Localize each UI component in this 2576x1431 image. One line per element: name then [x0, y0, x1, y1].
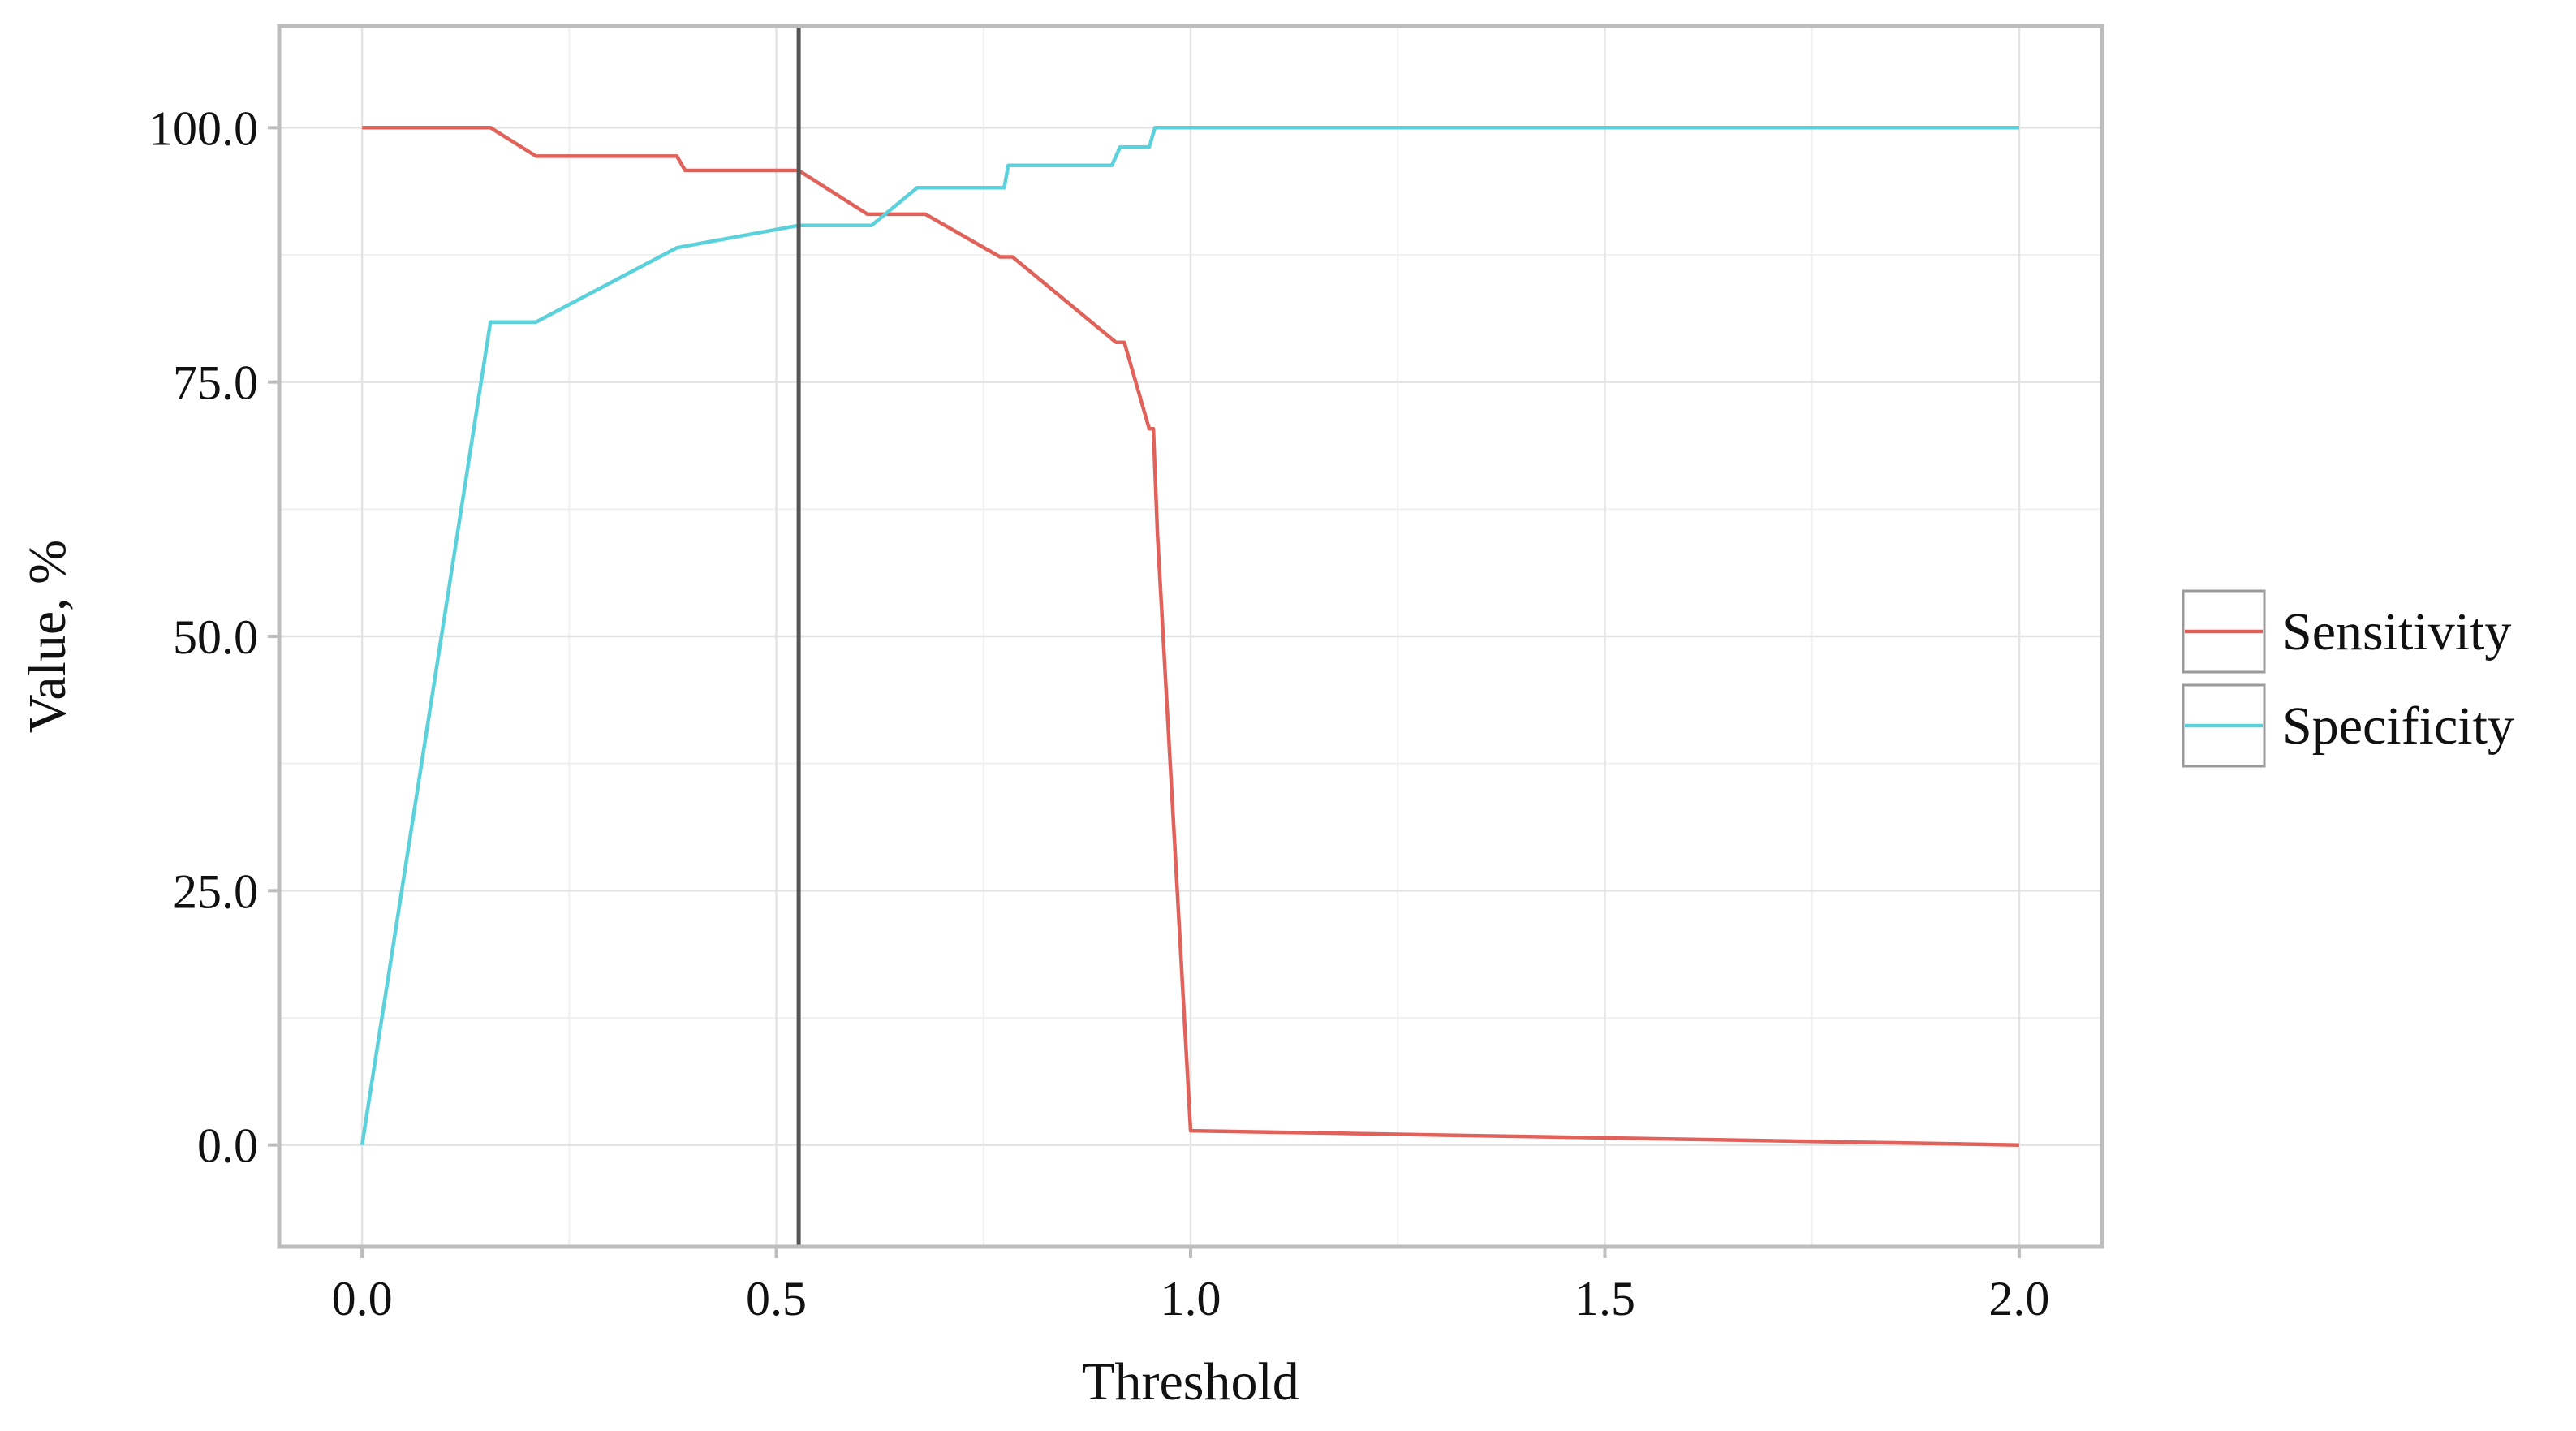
y-tick-label: 25.0 — [173, 864, 258, 918]
x-axis-title: Threshold — [1082, 1352, 1299, 1412]
legend-label-sensitivity: Sensitivity — [2282, 602, 2511, 662]
series-line-sensitivity — [362, 126, 2019, 1147]
x-tick-label: 2.0 — [1988, 1272, 2049, 1325]
x-tick-label: 0.5 — [746, 1272, 807, 1325]
series-layer — [360, 126, 2019, 1147]
y-tick-label: 50.0 — [173, 610, 258, 664]
y-tick-label: 0.0 — [197, 1119, 258, 1173]
y-tick-label: 75.0 — [173, 356, 258, 410]
y-tick-label: 100.0 — [149, 101, 258, 155]
legend-label-specificity: Specificity — [2282, 696, 2514, 756]
major-grid — [279, 26, 2102, 1247]
y-axis-title: Value, % — [18, 540, 77, 733]
x-tick-label: 0.0 — [332, 1272, 393, 1325]
legend: Sensitivity Specificity — [2182, 589, 2514, 768]
x-tick-label: 1.5 — [1574, 1272, 1635, 1325]
series-line-specificity — [360, 126, 2019, 1146]
x-tick-label: 1.0 — [1161, 1272, 1221, 1325]
y-axis: 0.0 25.0 50.0 75.0 100.0 — [149, 101, 279, 1173]
x-axis: 0.0 0.5 1.0 1.5 2.0 — [332, 1247, 2049, 1325]
